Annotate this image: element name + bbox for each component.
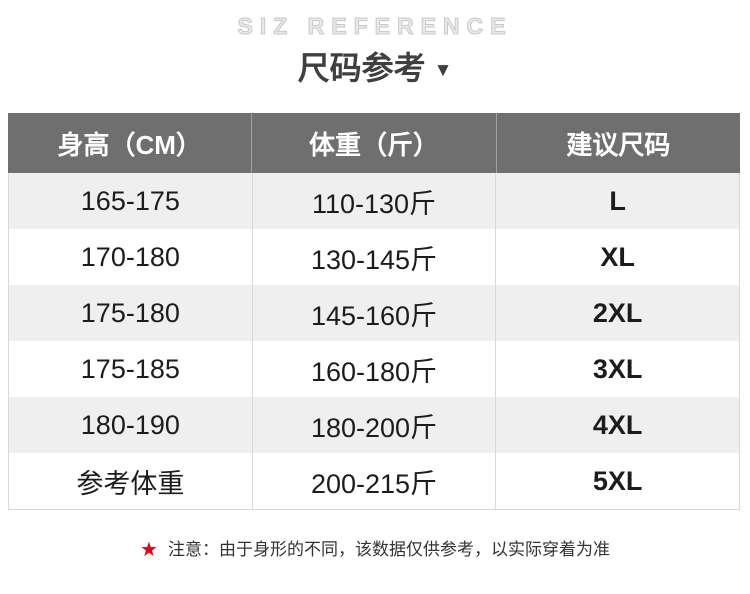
note-text: 注意：由于身形的不同，该数据仅供参考，以实际穿着为准 xyxy=(167,540,610,559)
table-row: 175-180 145-160斤 2XL xyxy=(9,285,739,341)
cell-size: XL xyxy=(600,241,635,272)
note: ★ 注意：由于身形的不同，该数据仅供参考，以实际穿着为准 xyxy=(0,538,750,562)
cell-weight: 160-180斤 xyxy=(253,341,497,397)
table-header-row: 身高（CM） 体重（斤） 建议尺码 xyxy=(8,113,740,173)
cell-weight: 145-160斤 xyxy=(253,285,497,341)
cell-size: 4XL xyxy=(592,409,643,440)
star-icon: ★ xyxy=(140,539,158,561)
cell-weight: 200-215斤 xyxy=(253,453,497,509)
table-row: 170-180 130-145斤 XL xyxy=(9,229,739,285)
cell-height: 165-175 xyxy=(9,173,253,229)
cell-size: 3XL xyxy=(592,353,643,384)
size-table: 身高（CM） 体重（斤） 建议尺码 165-175 110-130斤 L 170… xyxy=(8,113,740,510)
page-title: 尺码参考 xyxy=(297,50,426,86)
table-row: 参考体重 200-215斤 5XL xyxy=(9,453,739,509)
chevron-down-icon: ▼ xyxy=(433,60,453,81)
cell-height: 180-190 xyxy=(9,397,253,453)
header-weight: 体重（斤） xyxy=(252,113,497,173)
header-size: 建议尺码 xyxy=(566,129,671,160)
header-height: 身高（CM） xyxy=(8,113,253,173)
cell-height: 参考体重 xyxy=(9,453,253,509)
table-row: 180-190 180-200斤 4XL xyxy=(9,397,739,453)
cell-weight: 130-145斤 xyxy=(253,229,497,285)
table-row: 165-175 110-130斤 L xyxy=(9,173,739,229)
table-row: 175-185 160-180斤 3XL xyxy=(9,341,739,397)
cell-height: 170-180 xyxy=(9,229,253,285)
cell-size: 5XL xyxy=(592,465,643,496)
cell-size: 2XL xyxy=(592,297,643,328)
eyebrow-title: SIZ REFERENCE xyxy=(237,13,513,40)
cell-size: L xyxy=(609,185,626,216)
cell-weight: 180-200斤 xyxy=(253,397,497,453)
cell-height: 175-180 xyxy=(9,285,253,341)
cell-height: 175-185 xyxy=(9,341,253,397)
section-title: 尺码参考 ▼ xyxy=(0,48,750,91)
cell-weight: 110-130斤 xyxy=(253,173,497,229)
